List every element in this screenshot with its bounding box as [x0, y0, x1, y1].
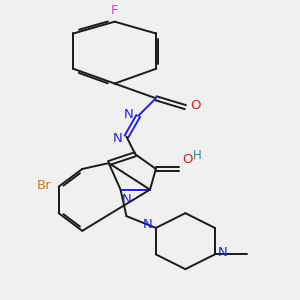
Text: H: H: [193, 148, 202, 162]
Text: O: O: [190, 99, 200, 112]
Text: N: N: [143, 218, 153, 232]
Text: N: N: [218, 246, 227, 260]
Text: N: N: [124, 108, 134, 121]
Text: O: O: [182, 153, 193, 166]
Text: N: N: [112, 131, 122, 145]
Text: N: N: [122, 193, 132, 206]
Text: Br: Br: [37, 179, 51, 192]
Text: F: F: [111, 4, 118, 17]
